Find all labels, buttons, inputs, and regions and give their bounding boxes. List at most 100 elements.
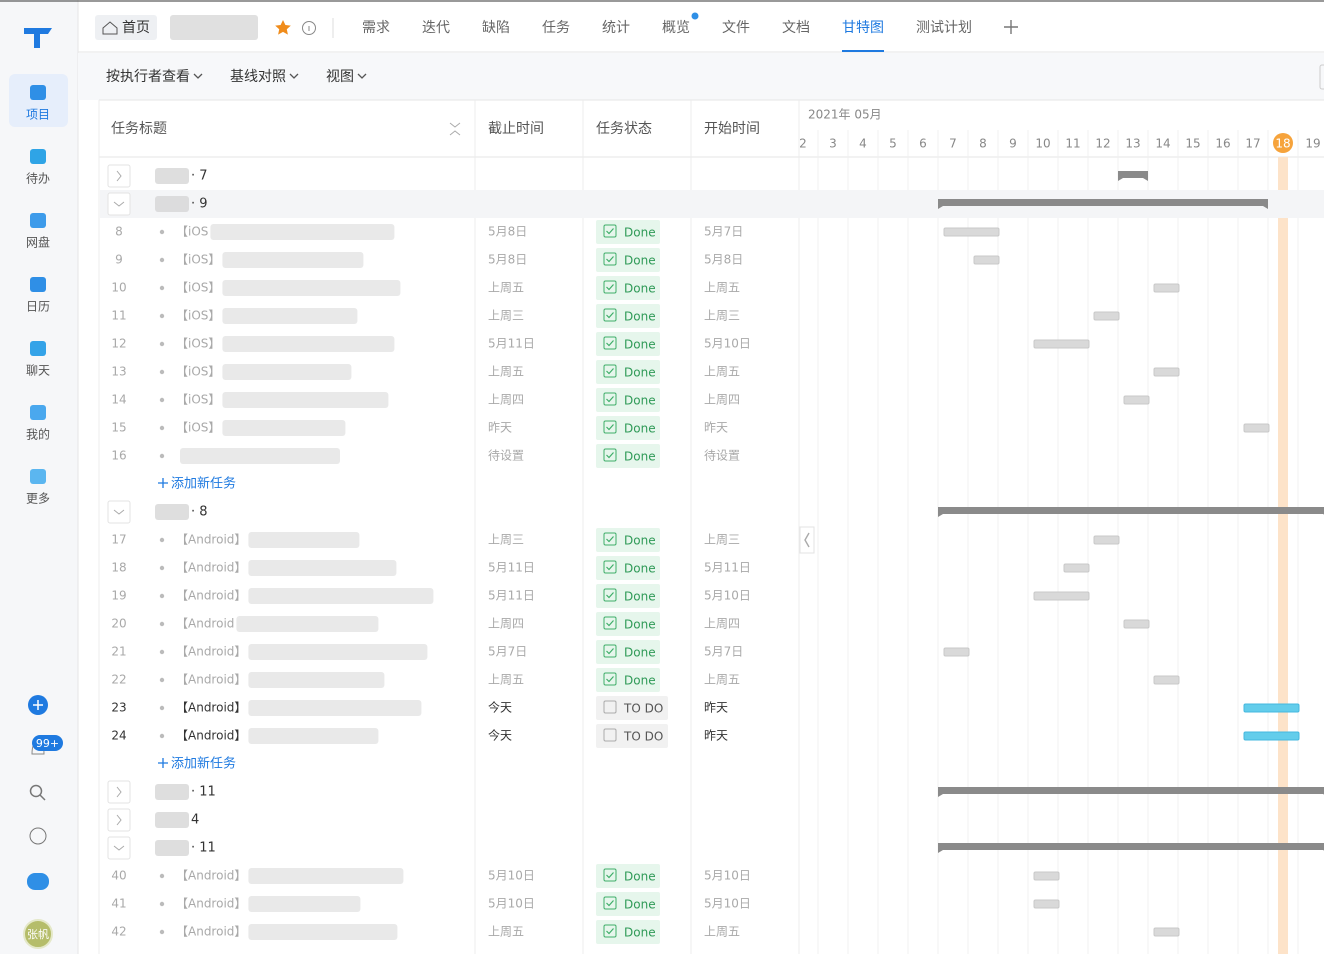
task-tag[interactable]: 【iOS】 xyxy=(176,337,220,351)
status-pill[interactable] xyxy=(596,724,668,748)
status-pill[interactable] xyxy=(596,920,660,944)
sidebar-label[interactable]: 网盘 xyxy=(26,235,50,250)
task-tag[interactable]: 【Android xyxy=(176,617,234,631)
nav-tab[interactable]: 缺陷 xyxy=(482,20,510,36)
nav-tab[interactable]: 文件 xyxy=(722,20,750,36)
status-pill[interactable] xyxy=(596,612,660,636)
status-pill[interactable] xyxy=(596,696,668,720)
task-bar[interactable] xyxy=(1033,591,1090,601)
sidebar-label[interactable]: 项目 xyxy=(26,108,50,122)
nav-tab[interactable]: 迭代 xyxy=(422,20,450,36)
task-tag[interactable]: 【Android】 xyxy=(176,533,246,547)
task-tag[interactable]: 【iOS】 xyxy=(176,281,220,295)
task-tag[interactable]: 【Android】 xyxy=(176,869,246,883)
task-bar[interactable] xyxy=(943,227,1000,237)
task-tag[interactable]: 【iOS】 xyxy=(176,421,220,435)
task-tag[interactable]: 【Android】 xyxy=(176,645,246,659)
task-tag[interactable]: 【iOS】 xyxy=(176,309,220,323)
sidebar-label[interactable]: 待办 xyxy=(26,171,50,186)
sidebar-label[interactable]: 聊天 xyxy=(26,364,50,378)
status-pill[interactable] xyxy=(596,248,660,272)
expand-toggle[interactable] xyxy=(107,192,131,216)
help-icon[interactable] xyxy=(29,827,47,845)
nav-tab[interactable]: 测试计划 xyxy=(916,20,972,36)
status-pill[interactable] xyxy=(596,220,660,244)
status-pill[interactable] xyxy=(596,416,660,440)
status-pill[interactable] xyxy=(596,360,660,384)
task-bar[interactable] xyxy=(973,255,1000,265)
add-task[interactable]: 添加新任务 xyxy=(171,756,236,772)
add-task[interactable]: 添加新任务 xyxy=(171,476,236,492)
task-tag[interactable]: 【Android】 xyxy=(176,701,246,715)
task-tag[interactable]: 【Android】 xyxy=(176,897,246,911)
nav-tab[interactable]: 概览 xyxy=(662,20,690,36)
star-icon[interactable] xyxy=(275,20,291,35)
info-icon[interactable] xyxy=(302,21,316,35)
nav-tab[interactable]: 统计 xyxy=(602,20,630,36)
expand-toggle[interactable] xyxy=(107,836,131,860)
task-bar[interactable] xyxy=(1033,871,1060,881)
task-bar[interactable] xyxy=(1093,535,1120,545)
robot-icon[interactable] xyxy=(27,873,49,890)
status-pill[interactable] xyxy=(596,304,660,328)
column-header[interactable]: 截止时间 xyxy=(488,121,544,137)
sidebar-label[interactable]: 更多 xyxy=(26,492,50,506)
sidebar-label[interactable]: 日历 xyxy=(26,300,50,314)
home-tab[interactable]: 首页 xyxy=(122,20,150,36)
status-pill[interactable] xyxy=(596,640,660,664)
status-pill[interactable] xyxy=(596,556,660,580)
task-bar[interactable] xyxy=(1123,395,1150,405)
task-tag[interactable]: 【Android】 xyxy=(176,673,246,687)
task-bar[interactable] xyxy=(1243,423,1270,433)
task-bar[interactable] xyxy=(1153,367,1180,377)
column-header[interactable]: 任务标题 xyxy=(111,121,167,137)
toolbar-button[interactable]: 基线对照 xyxy=(230,68,286,85)
nav-tab[interactable]: 文档 xyxy=(782,20,810,36)
task-bar[interactable] xyxy=(1153,927,1180,937)
task-bar[interactable] xyxy=(1123,619,1150,629)
task-tag[interactable]: 【Android】 xyxy=(176,589,246,603)
status-pill[interactable] xyxy=(596,584,660,608)
search-icon[interactable] xyxy=(29,784,43,798)
task-bar[interactable] xyxy=(1243,703,1300,713)
expand-toggle[interactable] xyxy=(107,780,131,804)
task-bar[interactable] xyxy=(1153,675,1180,685)
toolbar-button[interactable]: 视图 xyxy=(326,69,354,85)
status-pill[interactable] xyxy=(596,528,660,552)
collapse-handle[interactable] xyxy=(799,526,815,554)
task-bar[interactable] xyxy=(1153,283,1180,293)
expand-toggle[interactable] xyxy=(107,164,131,188)
task-tag[interactable]: 【Android】 xyxy=(176,729,246,743)
column-header[interactable]: 任务状态 xyxy=(596,121,652,137)
status-pill[interactable] xyxy=(596,276,660,300)
task-tag[interactable]: 【Android】 xyxy=(176,925,246,939)
task-tag[interactable]: 【iOS】 xyxy=(176,393,220,407)
column-header[interactable]: 开始时间 xyxy=(704,121,760,137)
add-tab[interactable] xyxy=(1004,20,1018,34)
nav-tab[interactable]: 甘特图 xyxy=(842,20,884,36)
nav-tab[interactable]: 任务 xyxy=(542,20,570,36)
task-bar[interactable] xyxy=(1243,731,1300,741)
toolbar-button[interactable]: 按执行者查看 xyxy=(106,69,190,85)
task-tag[interactable]: 【iOS xyxy=(176,225,208,239)
task-bar[interactable] xyxy=(943,647,970,657)
task-bar[interactable] xyxy=(1033,899,1060,909)
expand-toggle[interactable] xyxy=(107,808,131,832)
task-tag[interactable]: 【Android】 xyxy=(176,561,246,575)
nav-tab[interactable]: 需求 xyxy=(362,20,390,36)
task-bar[interactable] xyxy=(1033,339,1090,349)
task-bar[interactable] xyxy=(1063,563,1090,573)
task-bar[interactable] xyxy=(1093,311,1120,321)
status-pill[interactable] xyxy=(596,892,660,916)
task-tag[interactable]: 【iOS】 xyxy=(176,365,220,379)
collapse-arrow[interactable] xyxy=(804,532,810,548)
status-pill[interactable] xyxy=(596,388,660,412)
expand-toggle[interactable] xyxy=(107,500,131,524)
task-tag[interactable]: 【iOS】 xyxy=(176,253,220,267)
status-pill[interactable] xyxy=(596,668,660,692)
sidebar-label[interactable]: 我的 xyxy=(26,427,50,442)
status-pill[interactable] xyxy=(596,332,660,356)
status-pill[interactable] xyxy=(596,864,660,888)
avatar[interactable] xyxy=(23,919,53,949)
status-pill[interactable] xyxy=(596,444,660,468)
